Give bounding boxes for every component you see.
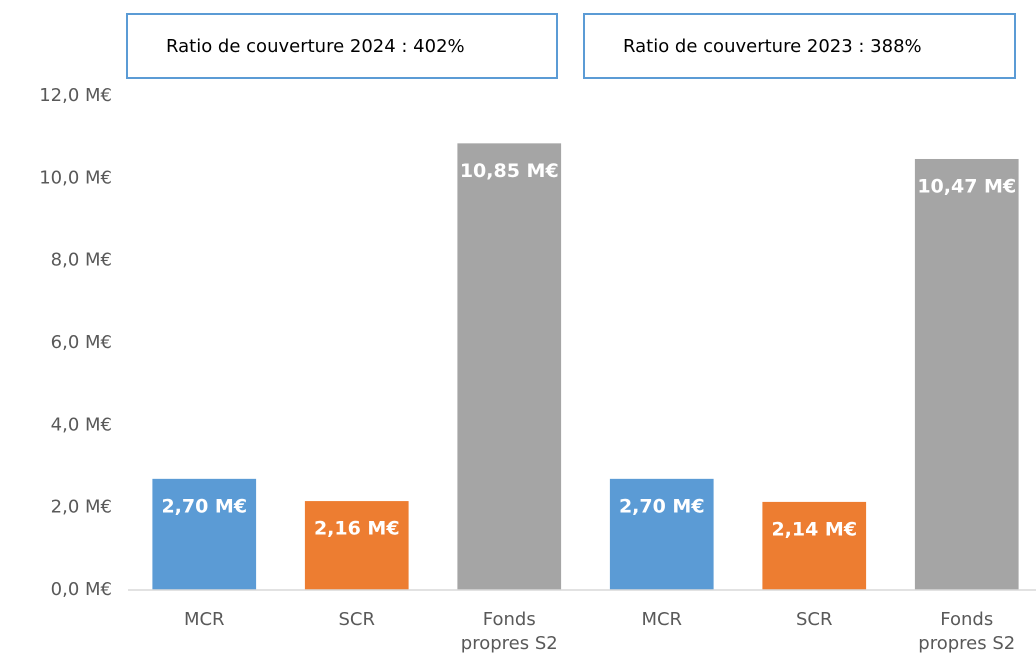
value-label: 10,47 M€ [917,175,1016,197]
bar [152,478,257,590]
value-label: 2,16 M€ [314,518,400,540]
value-label: 2,14 M€ [771,518,857,540]
x-tick-label: Fonds propres S2 [918,609,1016,654]
value-label: 2,70 M€ [161,495,247,517]
y-tick-label: 4,0 M€ [51,414,112,435]
y-tick-label: 8,0 M€ [51,250,112,271]
y-tick-label: 6,0 M€ [51,332,112,353]
bar [609,478,714,590]
x-tick-label: SCR [795,609,833,630]
y-tick-label: 0,0 M€ [51,579,112,600]
bar [914,158,1019,591]
x-tick-label: Fonds propres S2 [460,609,558,654]
bar [762,501,867,590]
value-label: 10,85 M€ [460,160,559,182]
annotation-box: Ratio de couverture 2023 : 388% [583,13,1016,79]
bar [457,143,562,590]
y-tick-label: 10,0 M€ [39,167,112,188]
x-tick-label: MCR [641,609,683,630]
bar [304,501,409,590]
x-tick-label: SCR [338,609,375,630]
x-tick-label: MCR [183,609,225,630]
annotation-box: Ratio de couverture 2024 : 402% [126,13,558,79]
value-label: 2,70 M€ [619,495,705,517]
y-tick-label: 2,0 M€ [51,497,112,518]
y-tick-label: 12,0 M€ [39,85,112,106]
